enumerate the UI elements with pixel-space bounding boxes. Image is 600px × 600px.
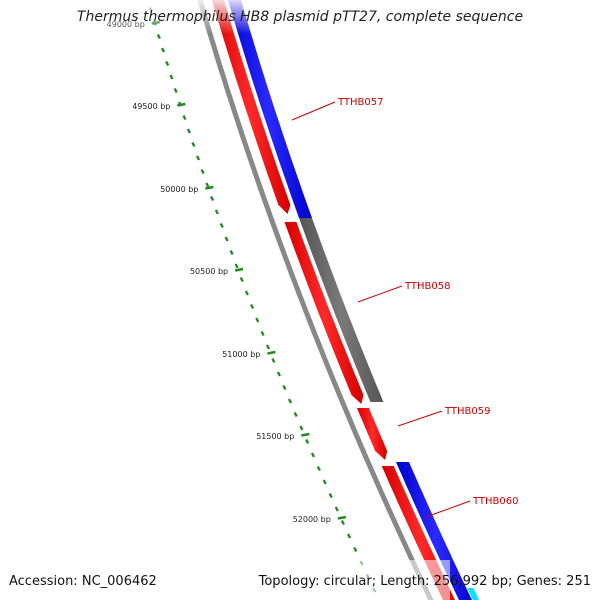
ruler-dot [214, 209, 219, 215]
ruler-tick-label: 51000 bp [222, 350, 260, 359]
ruler-dot [182, 114, 187, 121]
ruler-dot [160, 47, 166, 53]
ruler-tick-label: 50500 bp [190, 267, 228, 276]
ruler-dot [293, 411, 298, 418]
page-title: Thermus thermophilus HB8 plasmid pTT27, … [76, 9, 524, 25]
ruler-dot [346, 533, 352, 539]
ruler-tick-mark [205, 185, 214, 190]
ruler-tick-label: 51500 bp [256, 432, 294, 441]
ruler-dot [260, 330, 265, 337]
ruler-dot [219, 222, 224, 229]
ruler-dot [156, 33, 161, 40]
gene-feature-tthb060[interactable] [396, 462, 477, 600]
gene-feature-reverse[interactable] [356, 408, 388, 460]
ruler-dot [271, 357, 276, 364]
ruler-dot [169, 74, 174, 80]
ruler-dot [334, 506, 339, 512]
gene-feature-reverse[interactable] [209, 0, 291, 214]
length-value: 256,992 bp [433, 574, 509, 589]
accession-value: NC_006462 [81, 574, 157, 589]
accession-label: Accession: [9, 574, 78, 589]
gene-label-leader [397, 410, 443, 427]
ruler-tick-mark [234, 267, 244, 272]
ruler-dot [276, 371, 281, 377]
ruler-dot [239, 276, 244, 283]
gene-feature-tthb058[interactable] [299, 218, 384, 402]
ruler-dot [249, 303, 255, 310]
ruler-dot [316, 465, 321, 472]
ruler-tick-mark [177, 102, 186, 107]
length-label: Length: [380, 574, 430, 589]
ruler-dot [299, 425, 304, 431]
ruler-dot [287, 398, 293, 404]
ruler-dot [305, 438, 310, 445]
gene-feature-edge[interactable] [467, 588, 484, 600]
ruler-tick-mark [301, 432, 310, 437]
footer-backdrop [280, 560, 450, 600]
ruler-dot [191, 141, 196, 148]
topology-value: circular [323, 574, 372, 589]
ruler-dot [165, 60, 170, 67]
gene-feature-reverse[interactable] [284, 222, 364, 404]
ruler-dot [186, 128, 191, 134]
ruler-tick-label: 49500 bp [132, 102, 170, 111]
ruler-dot [200, 168, 205, 175]
topology-label: Topology: [258, 574, 320, 589]
ruler-dot [224, 236, 229, 242]
ruler-tick-mark [267, 350, 276, 355]
ruler-dot [265, 344, 271, 350]
ruler-dot [205, 182, 210, 188]
ruler-dot [173, 87, 178, 94]
sequence-summary: Topology: circular; Length: 256,992 bp; … [258, 574, 591, 589]
gene-label-tthb059[interactable]: TTHB059 [444, 406, 491, 417]
title-backdrop [60, 0, 540, 34]
gene-feature-tthb057[interactable] [225, 0, 312, 218]
sequence-backbone [197, 0, 434, 600]
gene-label-leader [291, 101, 336, 121]
gene-label-tthb057[interactable]: TTHB057 [337, 97, 384, 108]
ruler-dot [328, 492, 333, 499]
ruler-dot [244, 290, 249, 296]
gene-label-tthb058[interactable]: TTHB058 [404, 281, 451, 292]
gene-labels: TTHB057 TTHB058 TTHB059 TTHB060 [291, 97, 519, 518]
gene-label-tthb060[interactable]: TTHB060 [472, 496, 519, 507]
ruler-tick-mark [337, 515, 347, 520]
ruler-dot [229, 249, 234, 256]
ruler-dot [310, 452, 316, 458]
ruler-dot [255, 317, 260, 323]
gene-label-leader [357, 285, 403, 303]
ruler-tick-label: 52000 bp [293, 515, 331, 524]
accession-info: Accession: NC_006462 [9, 574, 157, 589]
genes-count: 251 [566, 574, 591, 589]
ruler-dot [353, 546, 358, 553]
ruler-dot [322, 479, 327, 485]
ruler-dot [340, 519, 345, 526]
ruler-tick-label: 50000 bp [160, 185, 198, 194]
ruler-dot [234, 263, 239, 269]
gene-label-leader [425, 500, 471, 518]
sequence-tracks [197, 0, 484, 600]
genes-label: Genes: [516, 574, 563, 589]
ruler-dot [209, 195, 215, 202]
ruler-dot [195, 155, 201, 161]
ruler-dot [282, 384, 287, 391]
